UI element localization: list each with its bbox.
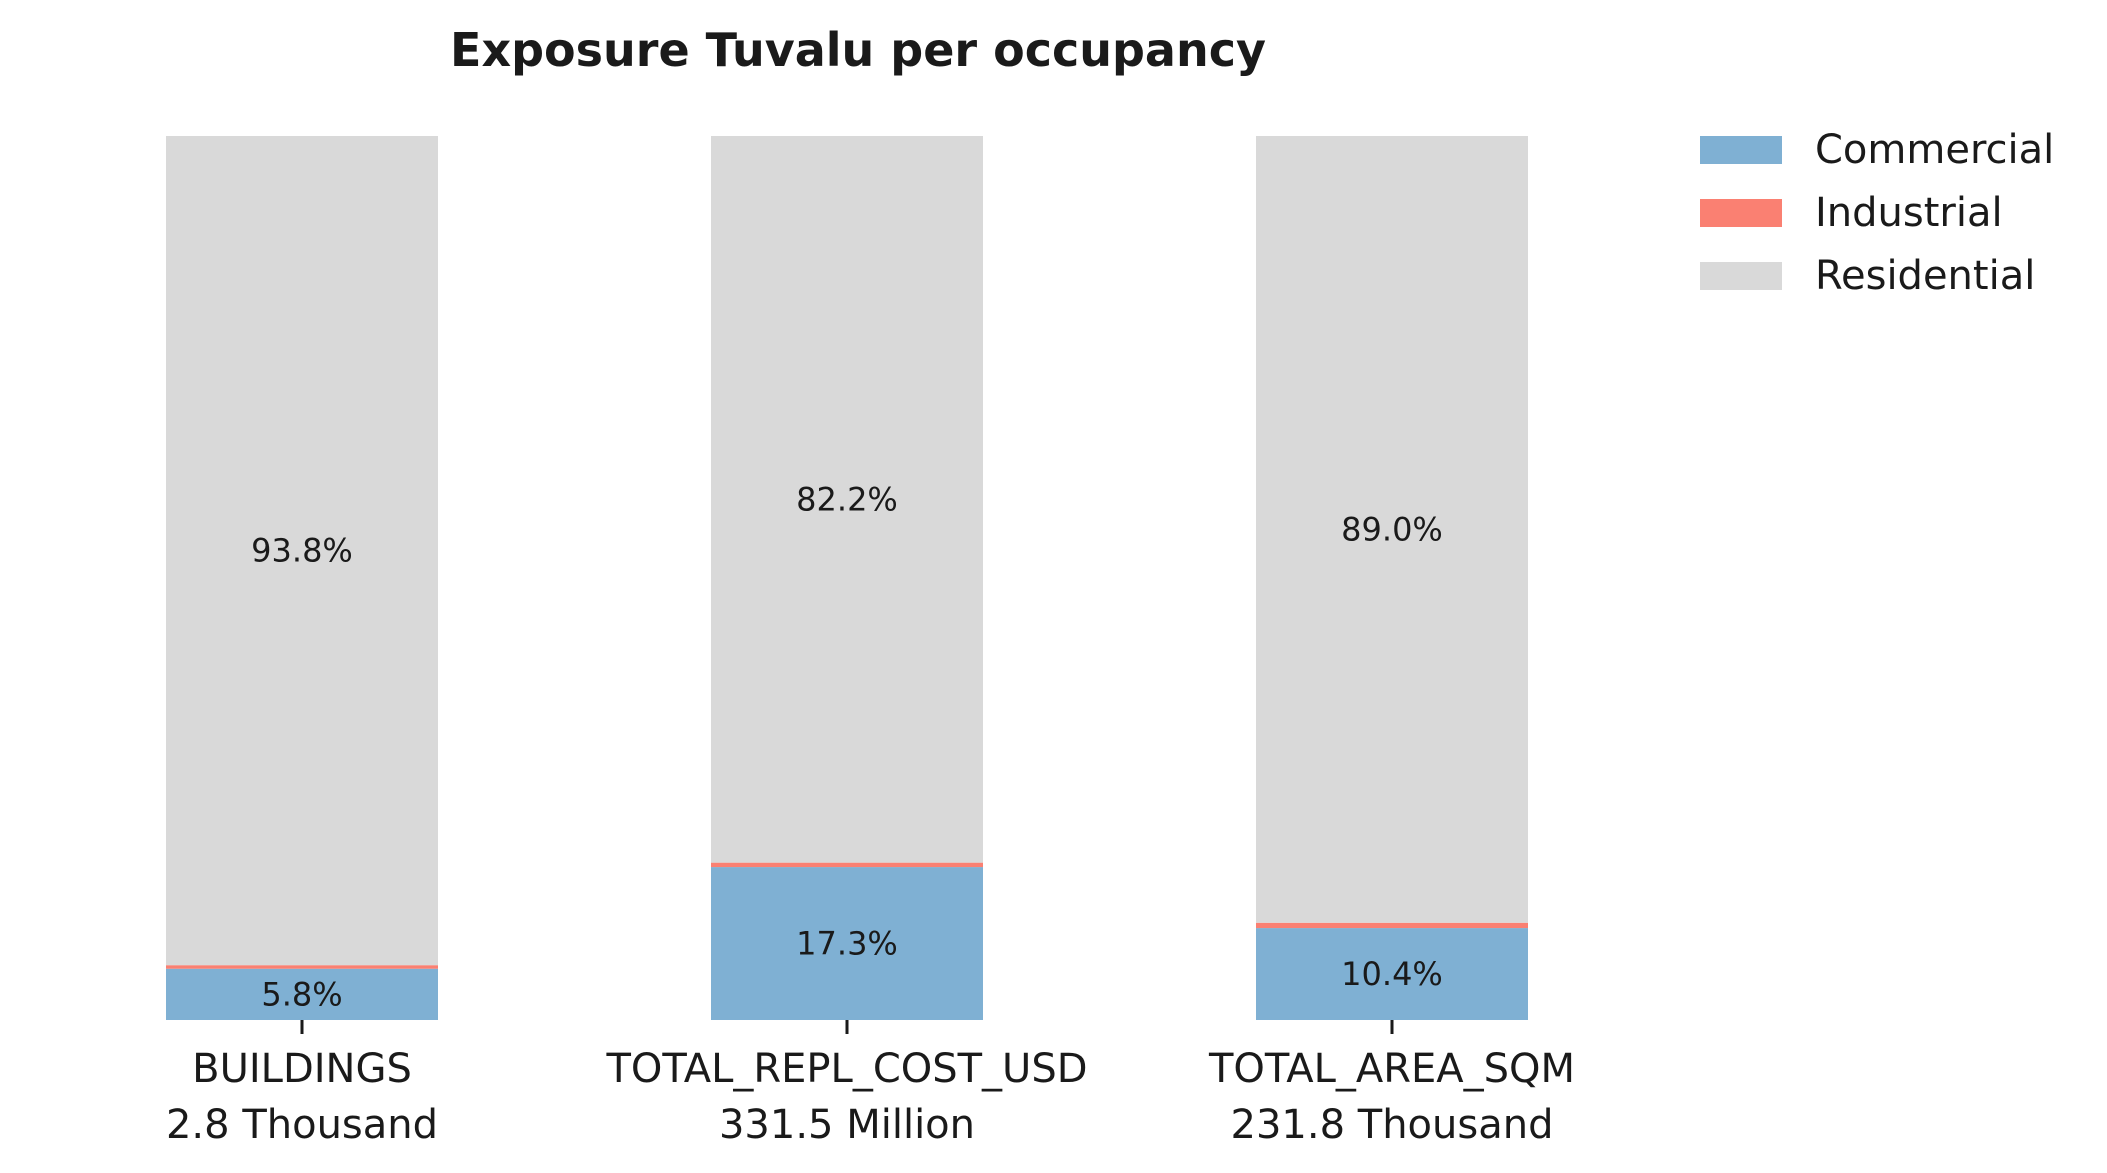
- bar-segment-commercial-3: [1256, 928, 1528, 1020]
- bar-segment-residential-3: [1256, 136, 1528, 923]
- legend-label-industrial: Industrial: [1815, 190, 2003, 236]
- legend-swatch-residential: [1700, 262, 1782, 290]
- legend: Commercial Industrial Residential: [1700, 127, 2054, 299]
- data-label-residential-3: 89.0%: [1341, 510, 1443, 548]
- legend-label-commercial: Commercial: [1815, 127, 2054, 173]
- legend-swatch-industrial: [1700, 199, 1782, 227]
- bar-segment-commercial-2: [711, 867, 983, 1020]
- bar-segment-residential-2: [711, 136, 983, 863]
- x-tick-total-3: 231.8 Thousand: [1231, 1102, 1554, 1148]
- bar-segment-residential-1: [166, 136, 438, 966]
- data-label-commercial-3: 10.4%: [1341, 955, 1443, 993]
- data-label-residential-2: 82.2%: [796, 480, 898, 518]
- bar-segment-industrial-1: [166, 965, 438, 969]
- bar-segment-industrial-3: [1256, 922, 1528, 929]
- segment-labels-layer: 5.8% 93.8% 17.3% 82.2% 10.4% 89.0%: [251, 480, 1443, 1013]
- chart-title: Exposure Tuvalu per occupancy: [450, 23, 1266, 77]
- bars-layer: [166, 136, 1528, 1020]
- x-tick-total-1: 2.8 Thousand: [166, 1102, 438, 1148]
- x-tick-label-1: BUILDINGS: [192, 1046, 412, 1092]
- data-label-commercial-2: 17.3%: [796, 925, 898, 963]
- data-label-residential-1: 93.8%: [251, 532, 353, 570]
- x-tick-total-2: 331.5 Million: [719, 1102, 975, 1148]
- data-label-commercial-1: 5.8%: [261, 975, 342, 1013]
- x-tick-label-3: TOTAL_AREA_SQM: [1208, 1046, 1575, 1092]
- bar-segment-industrial-2: [711, 862, 983, 868]
- x-tick-label-2: TOTAL_REPL_COST_USD: [605, 1046, 1087, 1092]
- legend-label-residential: Residential: [1815, 253, 2035, 299]
- bar-segment-commercial-1: [166, 968, 438, 1020]
- x-axis: BUILDINGS 2.8 Thousand TOTAL_REPL_COST_USD…: [166, 1020, 1575, 1148]
- legend-swatch-commercial: [1700, 136, 1782, 164]
